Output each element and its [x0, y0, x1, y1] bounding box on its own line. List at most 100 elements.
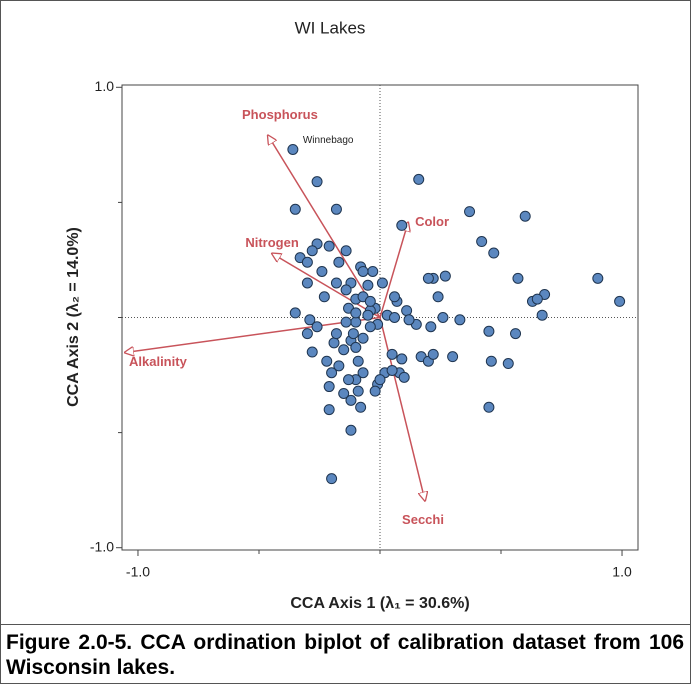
- lake-point: [488, 247, 500, 259]
- lake-point: [401, 305, 413, 317]
- lake-point: [369, 385, 381, 397]
- lake-point: [352, 355, 364, 367]
- y-tick-label: 1.0: [95, 78, 115, 94]
- lake-point: [447, 351, 459, 363]
- lake-point: [318, 291, 330, 303]
- vector-arrow: [268, 135, 381, 318]
- x-axis-label: CCA Axis 1 (λ₁ = 30.6%): [290, 595, 469, 612]
- lake-point: [323, 381, 335, 393]
- lake-point: [323, 404, 335, 416]
- lake-point: [338, 344, 350, 356]
- lake-point: [340, 316, 352, 328]
- lake-point: [357, 332, 369, 344]
- vector-arrow: [272, 254, 381, 319]
- vector-label: Phosphorus: [242, 107, 318, 122]
- lake-point: [376, 277, 388, 289]
- lake-point: [362, 279, 374, 291]
- lake-point: [287, 143, 299, 155]
- lake-point: [357, 265, 369, 277]
- lake-point: [347, 328, 359, 340]
- x-tick-label: -1.0: [126, 564, 150, 580]
- lake-point: [289, 203, 301, 215]
- lake-point: [301, 256, 313, 268]
- lake-point: [301, 277, 313, 289]
- lake-point: [345, 394, 357, 406]
- lake-point: [389, 312, 401, 323]
- lake-point: [364, 295, 376, 307]
- y-axis-label: CCA Axis 2 (λ₂ = 14.0%): [65, 227, 82, 407]
- lake-point: [432, 291, 444, 303]
- lake-point: [323, 240, 335, 252]
- lake-point: [476, 236, 488, 248]
- lake-point: [510, 328, 522, 340]
- lake-point: [437, 312, 449, 323]
- lake-point: [483, 325, 495, 337]
- lake-point: [454, 314, 466, 326]
- lake-point: [333, 256, 345, 268]
- lake-point: [374, 374, 386, 386]
- vector-label: Secchi: [402, 512, 444, 527]
- lake-point: [425, 321, 437, 333]
- lake-point: [519, 210, 531, 222]
- lake-point: [389, 291, 401, 303]
- lake-point: [396, 219, 408, 231]
- vector-arrow: [379, 317, 425, 501]
- lake-point: [512, 272, 524, 284]
- lake-point: [350, 341, 362, 353]
- vector-label: Color: [415, 214, 449, 229]
- lake-point: [326, 367, 338, 379]
- lake-point: [330, 277, 342, 289]
- lake-point: [311, 176, 323, 188]
- lake-point: [350, 307, 362, 319]
- lake-point: [464, 206, 476, 218]
- vector-label: Nitrogen: [245, 235, 299, 250]
- lake-point: [316, 265, 328, 277]
- lake-point: [355, 401, 367, 413]
- annotation: Winnebago: [303, 135, 354, 146]
- lake-point: [340, 284, 352, 296]
- lake-point: [304, 314, 316, 326]
- lake-point: [343, 374, 355, 386]
- lake-point: [427, 348, 439, 360]
- lake-point: [301, 328, 313, 340]
- lake-point: [386, 364, 398, 376]
- lake-point: [536, 309, 548, 321]
- lake-point: [321, 355, 333, 367]
- lake-point: [592, 272, 604, 284]
- lake-point: [364, 321, 376, 333]
- lake-point: [333, 360, 345, 372]
- lake-point: [311, 321, 323, 333]
- vector-label: Alkalinity: [129, 354, 188, 369]
- lake-point: [345, 424, 357, 436]
- lake-point: [330, 203, 342, 215]
- lake-point: [357, 367, 369, 379]
- lake-point: [439, 270, 451, 282]
- lake-point: [328, 337, 340, 349]
- lake-point: [306, 245, 318, 257]
- lake-point: [340, 245, 352, 257]
- lake-point: [352, 385, 364, 397]
- y-tick-label: -1.0: [90, 538, 114, 554]
- lake-point: [306, 346, 318, 358]
- lake-point: [396, 353, 408, 365]
- lake-point: [483, 401, 495, 413]
- lake-point: [614, 295, 626, 307]
- caption: Figure 2.0-5. CCA ordination biplot of c…: [6, 631, 684, 679]
- lake-point: [338, 387, 350, 399]
- lake-point: [422, 272, 434, 284]
- lake-point: [485, 355, 497, 367]
- lake-point: [403, 314, 415, 326]
- lake-point: [326, 473, 338, 485]
- lake-point: [362, 309, 374, 321]
- chart-title: WI Lakes: [295, 18, 366, 37]
- lake-point: [531, 293, 543, 305]
- lake-point: [386, 348, 398, 360]
- lake-point: [289, 307, 301, 319]
- lake-point: [330, 328, 342, 340]
- lake-point: [502, 358, 514, 370]
- vector-arrow: [379, 222, 408, 318]
- lake-point: [350, 316, 362, 328]
